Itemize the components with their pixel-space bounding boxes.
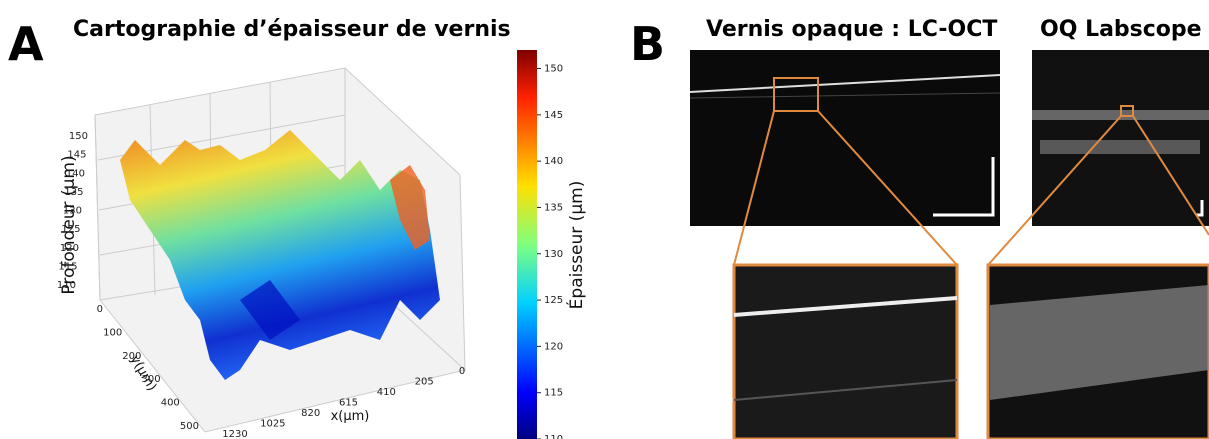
colorbar <box>517 50 537 439</box>
z-tick-label: 110 <box>57 280 76 291</box>
ticks: 110 115 120 125 130 135 140 145 150 0 100 200 300 400… <box>57 64 563 439</box>
z-tick-label: 135 <box>64 187 83 198</box>
z-tick-label: 140 <box>66 168 85 179</box>
y-tick-label: 500 <box>180 421 199 432</box>
x-tick-label: 0 <box>459 366 465 377</box>
x-tick-label: 1230 <box>222 429 247 439</box>
y-tick-label: 300 <box>142 374 161 385</box>
x-tick-label: 820 <box>301 408 320 419</box>
y-tick-label: 200 <box>122 351 141 362</box>
panel-title: Cartographie d’épaisseur de vernis <box>73 17 511 42</box>
y-tick-label: 100 <box>103 327 122 338</box>
z-tick-label: 130 <box>63 206 82 217</box>
z-axis-label: Profondeur (µm) <box>59 155 79 294</box>
panel-letter: B <box>630 17 665 71</box>
image-title: OQ Labscope <box>1040 17 1202 42</box>
colorbar-label: Épaisseur (µm) <box>565 181 587 310</box>
colorbar-tick-label: 115 <box>544 388 563 399</box>
colorbar-tick-label: 125 <box>544 295 563 306</box>
colorbar-tick-label: 120 <box>544 341 563 352</box>
x-tick-label: 205 <box>415 377 434 388</box>
oct-images <box>689 50 1209 439</box>
colorbar-tick-label: 140 <box>544 156 563 167</box>
x-tick-label: 410 <box>377 387 396 398</box>
panel-letter: A <box>8 17 44 71</box>
z-tick-label: 125 <box>61 224 80 235</box>
z-tick-label: 120 <box>60 243 79 254</box>
x-tick-label: 615 <box>339 398 358 409</box>
y-tick-label: 0 <box>97 304 103 315</box>
image-title: Vernis opaque : LC-OCT <box>706 17 997 42</box>
z-tick-label: 145 <box>67 150 86 161</box>
colorbar-tick-label: 150 <box>544 64 563 75</box>
z-tick-label: 115 <box>58 261 77 272</box>
surface <box>120 130 440 380</box>
z-tick-label: 150 <box>69 131 88 142</box>
colorbar-tick-label: 130 <box>544 249 563 260</box>
colorbar-tick-label: 145 <box>544 110 563 121</box>
colorbar-tick-label: 110 <box>544 434 563 439</box>
colorbar-tick-label: 135 <box>544 202 563 213</box>
x-tick-label: 1025 <box>260 419 285 430</box>
y-tick-label: 400 <box>161 398 180 409</box>
x-axis-label: x(µm) <box>331 409 370 424</box>
